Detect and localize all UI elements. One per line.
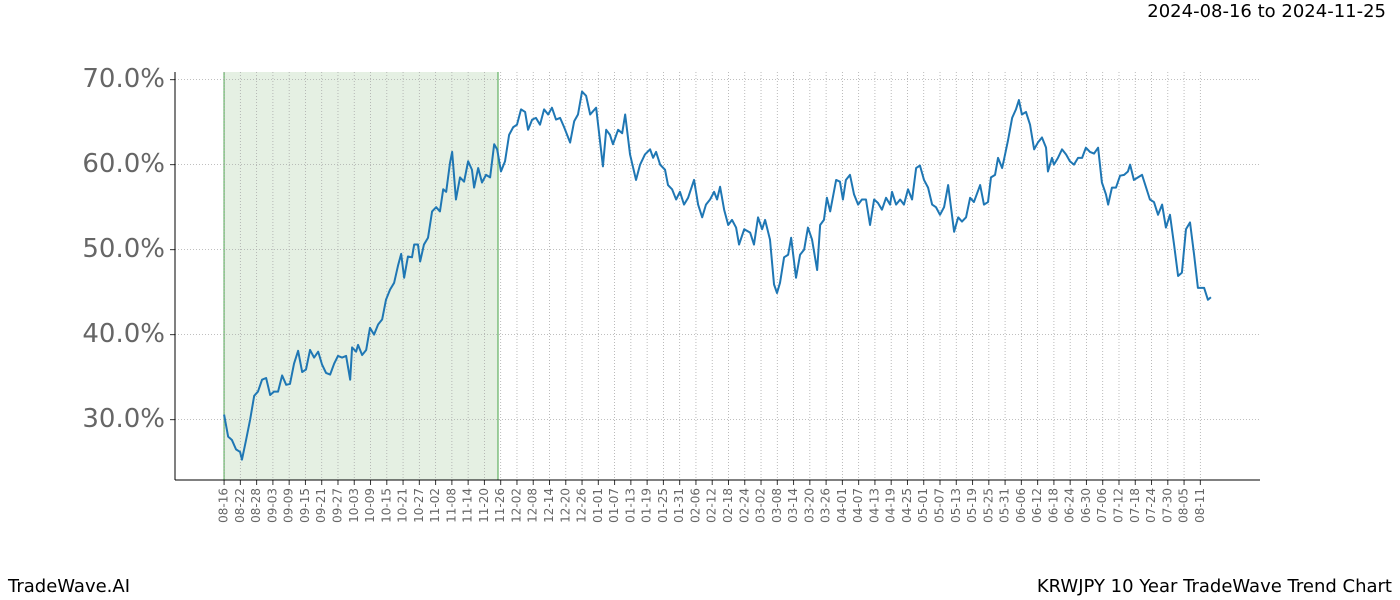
x-tick-label: 05-25 [981,488,995,523]
highlight-band [224,72,498,480]
x-tick-label: 09-15 [298,488,312,523]
x-tick-label: 06-24 [1063,488,1077,523]
x-tick-label: 02-12 [705,488,719,523]
x-tick-label: 02-24 [737,488,751,523]
x-tick-label: 04-19 [884,488,898,523]
x-tick-label: 01-19 [640,488,654,523]
x-tick-label: 03-14 [786,488,800,523]
x-tick-label: 08-28 [249,488,263,523]
x-tick-label: 09-03 [265,488,279,523]
brand: TradeWave.AI [7,576,130,597]
x-tick-label: 05-31 [998,488,1012,523]
x-tick-label: 08-11 [1193,488,1207,523]
date-range: 2024-08-16 to 2024-11-25 [1147,1,1386,22]
x-tick-label: 12-14 [542,488,556,523]
x-tick-label: 02-06 [688,488,702,523]
x-tick-label: 09-21 [314,488,328,523]
x-tick-label: 01-07 [607,488,621,523]
x-tick-label: 03-26 [819,488,833,523]
x-tick-label: 10-03 [347,488,361,523]
x-tick-label: 06-06 [1014,488,1028,523]
x-tick-label: 03-02 [754,488,768,523]
x-tick-label: 10-09 [363,488,377,523]
x-tick-label: 08-16 [217,488,231,523]
x-tick-label: 11-02 [428,488,442,523]
x-tick-label: 10-21 [396,488,410,523]
trend-line [223,90,1212,461]
x-tick-label: 08-22 [233,488,247,523]
x-tick-label: 04-13 [867,488,881,523]
x-tick-label: 05-01 [916,488,930,523]
x-tick-label: 05-13 [949,488,963,523]
x-tick-label: 05-07 [933,488,947,523]
x-tick-label: 12-08 [526,488,540,523]
x-tick-label: 04-01 [835,488,849,523]
x-tick-label: 10-27 [412,488,426,523]
x-tick-label: 03-08 [770,488,784,523]
y-tick-label: 40.0% [82,319,165,349]
x-tick-label: 07-30 [1160,488,1174,523]
y-tick-label: 60.0% [82,149,165,179]
x-tick-label: 06-18 [1046,488,1060,523]
chart-title: KRWJPY 10 Year TradeWave Trend Chart [1037,576,1392,597]
x-tick-label: 08-05 [1177,488,1191,523]
x-tick-label: 01-25 [656,488,670,523]
x-tick-label: 07-24 [1144,488,1158,523]
x-tick-label: 04-07 [851,488,865,523]
x-tick-label: 10-15 [379,488,393,523]
x-tick-label: 01-31 [672,488,686,523]
x-tick-label: 12-26 [575,488,589,523]
y-tick-label: 50.0% [82,234,165,264]
x-tick-label: 09-27 [330,488,344,523]
x-tick-label: 01-01 [591,488,605,523]
x-tick-label: 02-18 [721,488,735,523]
x-tick-label: 11-26 [493,488,507,523]
x-tick-label: 07-06 [1095,488,1109,523]
x-tick-label: 07-12 [1111,488,1125,523]
x-tick-label: 04-25 [900,488,914,523]
x-tick-label: 03-20 [802,488,816,523]
x-tick-label: 07-18 [1128,488,1142,523]
y-tick-label: 70.0% [82,64,165,94]
x-tick-label: 11-08 [444,488,458,523]
x-tick-label: 12-20 [558,488,572,523]
x-tick-label: 06-30 [1079,488,1093,523]
x-tick-label: 01-13 [623,488,637,523]
x-tick-label: 12-02 [509,488,523,523]
x-tick-label: 05-19 [965,488,979,523]
x-tick-label: 11-14 [461,488,475,523]
y-tick-label: 30.0% [82,404,165,434]
x-tick-label: 06-12 [1030,488,1044,523]
x-tick-label: 09-09 [282,488,296,523]
x-tick-label: 11-20 [477,488,491,523]
